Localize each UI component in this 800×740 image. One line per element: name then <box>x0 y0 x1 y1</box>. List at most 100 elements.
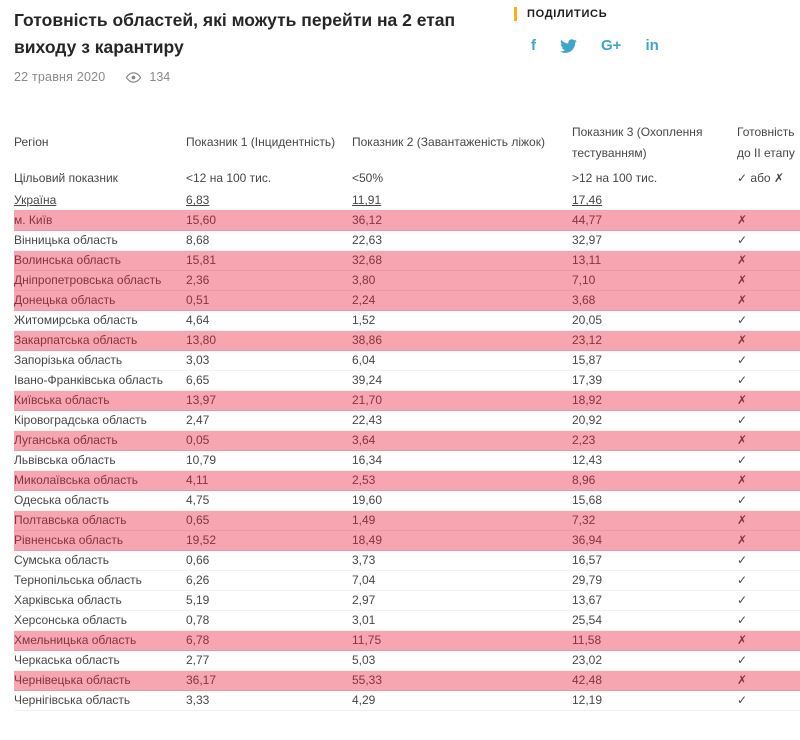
readiness-cell: ✗ <box>737 473 748 488</box>
region-cell: м. Київ <box>14 213 53 227</box>
readiness-cell: ✓ <box>737 593 748 608</box>
table-row: Донецька область 0,51 2,24 3,68 ✗ <box>14 290 800 311</box>
value-cell: 2,53 <box>352 473 376 488</box>
value-cell: 2,47 <box>186 413 210 428</box>
share-label-row: ПОДІЛИТИСЬ <box>514 7 786 21</box>
readiness-cell: ✓ <box>737 233 748 248</box>
region-cell: Херсонська область <box>14 613 127 628</box>
region-cell: Житомирська область <box>14 313 138 328</box>
target-v1: <12 на 100 тис. <box>186 171 272 186</box>
table-body: м. Київ 15,60 36,12 44,77 ✗ Вінницька область… <box>14 210 800 711</box>
readiness-cell: ✓ <box>737 353 748 368</box>
value-cell: 7,32 <box>572 513 596 528</box>
target-ready: ✓ або ✗ <box>737 171 784 186</box>
value-cell: 39,24 <box>352 373 383 388</box>
value-cell: 7,10 <box>572 273 596 288</box>
region-cell: Івано-Франківська область <box>14 373 164 388</box>
region-cell: Хмельницька область <box>14 633 137 648</box>
table-row: Сумська область 0,66 3,73 16,57 ✓ <box>14 550 800 571</box>
value-cell: 23,02 <box>572 653 603 668</box>
ukraine-summary-row: Україна 6,83 11,91 17,46 <box>14 190 800 210</box>
share-block: ПОДІЛИТИСЬ f G+ in <box>514 7 786 84</box>
table-row: Луганська область 0,05 3,64 2,23 ✗ <box>14 430 800 451</box>
readiness-cell: ✗ <box>737 393 748 408</box>
value-cell: 2,24 <box>352 293 376 308</box>
value-cell: 36,94 <box>572 533 603 548</box>
twitter-icon[interactable] <box>560 38 577 53</box>
readiness-cell: ✗ <box>737 433 748 448</box>
table-row: Миколаївська область 4,11 2,53 8,96 ✗ <box>14 470 800 491</box>
table-row: Київська область 13,97 21,70 18,92 ✗ <box>14 390 800 411</box>
article-meta: 22 травня 2020 134 <box>14 70 514 84</box>
readiness-cell: ✓ <box>737 553 748 568</box>
readiness-cell: ✗ <box>737 633 748 648</box>
value-cell: 12,43 <box>572 453 603 468</box>
table-header: Регіон Показник 1 (Інцидентність) Показн… <box>14 120 800 166</box>
value-cell: 4,11 <box>186 473 209 488</box>
value-cell: 13,67 <box>572 593 603 608</box>
region-cell: Київська область <box>14 393 110 408</box>
table-row: Харківська область 5,19 2,97 13,67 ✓ <box>14 590 800 611</box>
value-cell: 13,80 <box>186 333 217 348</box>
col-indicator2: Показник 2 (Завантаженість ліжок) <box>352 135 545 150</box>
google-plus-icon[interactable]: G+ <box>601 37 622 54</box>
value-cell: 1,49 <box>352 513 376 528</box>
value-cell: 3,03 <box>186 353 210 368</box>
table-row: Житомирська область 4,64 1,52 20,05 ✓ <box>14 310 800 331</box>
value-cell: 19,60 <box>352 493 383 508</box>
value-cell: 3,33 <box>186 693 210 708</box>
target-v3: >12 на 100 тис. <box>572 171 658 186</box>
value-cell: 29,79 <box>572 573 603 588</box>
col-readiness: Готовність до II етапу <box>737 124 795 161</box>
linkedin-icon[interactable]: in <box>645 37 659 54</box>
value-cell: 15,68 <box>572 493 603 508</box>
readiness-cell: ✓ <box>737 693 748 708</box>
value-cell: 5,03 <box>352 653 376 668</box>
readiness-cell: ✓ <box>737 313 748 328</box>
share-label: ПОДІЛИТИСЬ <box>527 8 608 20</box>
value-cell: 2,23 <box>572 433 596 448</box>
target-label: Цільовий показник <box>14 171 118 186</box>
summary-v1: 6,83 <box>186 193 210 208</box>
value-cell: 18,92 <box>572 393 603 408</box>
value-cell: 6,78 <box>186 633 210 648</box>
region-cell: Харківська область <box>14 593 122 608</box>
value-cell: 15,60 <box>186 213 217 227</box>
title-block: Готовність областей, які можуть перейти … <box>14 7 514 84</box>
value-cell: 19,52 <box>186 533 217 548</box>
value-cell: 36,17 <box>186 673 217 688</box>
readiness-cell: ✗ <box>737 253 748 268</box>
table-row: Хмельницька область 6,78 11,75 11,58 ✗ <box>14 630 800 651</box>
region-cell: Луганська область <box>14 433 118 448</box>
value-cell: 4,29 <box>352 693 376 708</box>
region-cell: Одеська область <box>14 493 109 508</box>
table-row: Закарпатська область 13,80 38,86 23,12 ✗ <box>14 330 800 351</box>
region-cell: Львівська область <box>14 453 116 468</box>
table-row: Львівська область 10,79 16,34 12,43 ✓ <box>14 450 800 471</box>
views-icon <box>125 71 142 84</box>
value-cell: 15,87 <box>572 353 603 368</box>
value-cell: 44,77 <box>572 213 603 227</box>
value-cell: 0,05 <box>186 433 210 448</box>
social-row: f G+ in <box>531 38 786 53</box>
region-cell: Полтавська область <box>14 513 127 528</box>
readiness-table: Регіон Показник 1 (Інцидентність) Показн… <box>14 120 800 711</box>
col-indicator1: Показник 1 (Інцидентність) <box>186 135 336 150</box>
page-title: Готовність областей, які можуть перейти … <box>14 10 456 58</box>
readiness-cell: ✓ <box>737 613 748 628</box>
table-row: Дніпропетровська область 2,36 3,80 7,10 ✗ <box>14 270 800 291</box>
header-row: Регіон Показник 1 (Інцидентність) Показн… <box>14 120 800 166</box>
value-cell: 38,86 <box>352 333 383 348</box>
table-row: Рівненська область 19,52 18,49 36,94 ✗ <box>14 530 800 551</box>
table-row: Запорізька область 3,03 6,04 15,87 ✓ <box>14 350 800 371</box>
readiness-cell: ✓ <box>737 573 748 588</box>
publish-date: 22 травня 2020 <box>14 70 106 85</box>
value-cell: 32,97 <box>572 233 603 248</box>
readiness-cell: ✗ <box>737 273 748 288</box>
readiness-cell: ✗ <box>737 213 748 227</box>
value-cell: 3,80 <box>352 273 376 288</box>
target-row: Цільовий показник <12 на 100 тис. <50% >… <box>14 166 800 190</box>
facebook-icon[interactable]: f <box>531 37 536 54</box>
col-region: Регіон <box>14 135 49 150</box>
